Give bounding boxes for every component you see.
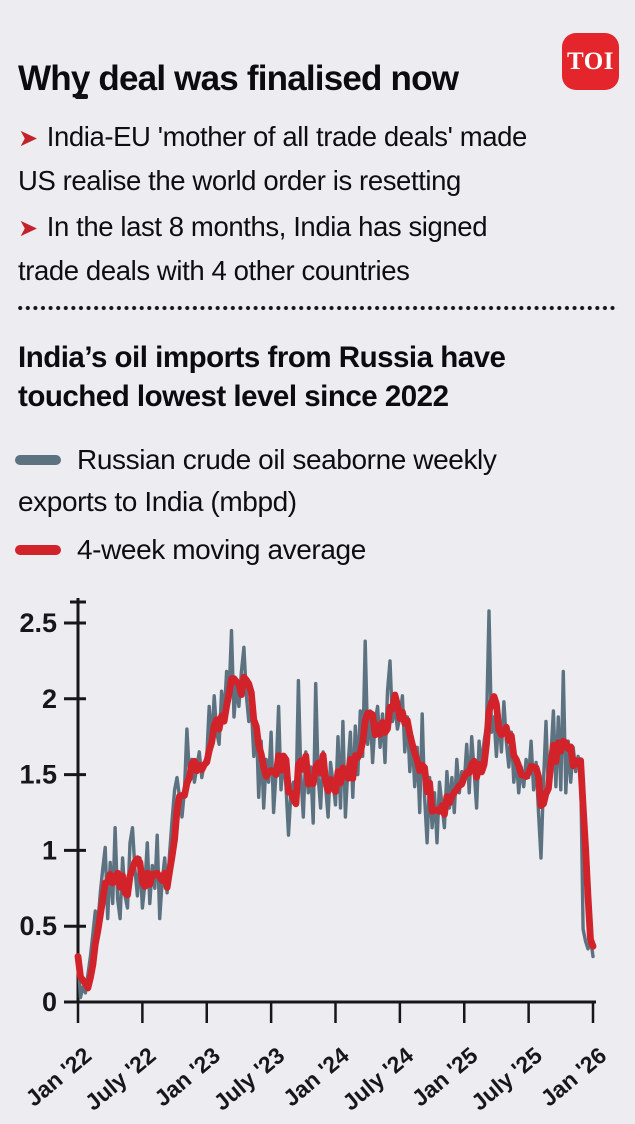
x-tick-label: July '22 xyxy=(80,1042,161,1116)
legend-moving-average-label: 4-week moving average xyxy=(77,534,366,565)
legend-item-moving-average: 4-week moving average xyxy=(15,534,630,566)
bullet-arrow-icon: ➤ xyxy=(18,125,38,152)
dotted-divider xyxy=(18,305,618,312)
x-tick-label: July '25 xyxy=(466,1042,547,1116)
y-tick-label: 2.5 xyxy=(19,608,57,638)
y-tick-label: 2 xyxy=(42,684,57,714)
moving-average-line xyxy=(74,673,597,992)
page-title: Why deal was finalised now xyxy=(18,59,459,99)
y-tick-label: 0.5 xyxy=(19,911,57,941)
legend-weekly-label-line-1: Russian crude oil seaborne weekly xyxy=(77,444,497,475)
bullet-2-line-2: trade deals with 4 other countries xyxy=(18,255,410,286)
x-tick-label: July '23 xyxy=(209,1042,290,1116)
bullet-arrow-icon: ➤ xyxy=(18,215,38,242)
title-dash xyxy=(75,94,88,99)
y-tick-label: 1 xyxy=(42,835,57,865)
legend-weekly-label-line-2: exports to India (mbpd) xyxy=(18,486,297,517)
toi-logo-text: TOI xyxy=(567,47,614,75)
x-tick-label: July '24 xyxy=(337,1042,418,1116)
weekly-series-swatch-icon xyxy=(15,455,61,465)
bullet-1-line-2: US realise the world order is resetting xyxy=(18,165,461,196)
bullet-point-2: ➤ In the last 8 months, India has signed … xyxy=(18,206,626,292)
legend-item-weekly-exports: Russian crude oil seaborne weekly xyxy=(15,444,630,476)
toi-logo: TOI xyxy=(562,33,619,90)
y-tick-label: 1.5 xyxy=(19,760,57,790)
chart-title-line-1: India’s oil imports from Russia have xyxy=(18,341,506,374)
x-tick-label: Jan '26 xyxy=(535,1042,611,1111)
moving-average-swatch-icon xyxy=(15,545,61,555)
y-tick-label: 0 xyxy=(42,987,57,1017)
bullet-2-line-1: In the last 8 months, India has signed xyxy=(46,211,488,242)
chart-section-title: India’s oil imports from Russia have tou… xyxy=(18,338,628,416)
chart-title-line-2: touched lowest level since 2022 xyxy=(18,380,449,413)
weekly-exports-line xyxy=(76,609,595,1000)
bullet-point-1: ➤ India-EU 'mother of all trade deals' ma… xyxy=(18,116,626,202)
bullet-1-line-1: India-EU 'mother of all trade deals' mad… xyxy=(46,121,528,152)
